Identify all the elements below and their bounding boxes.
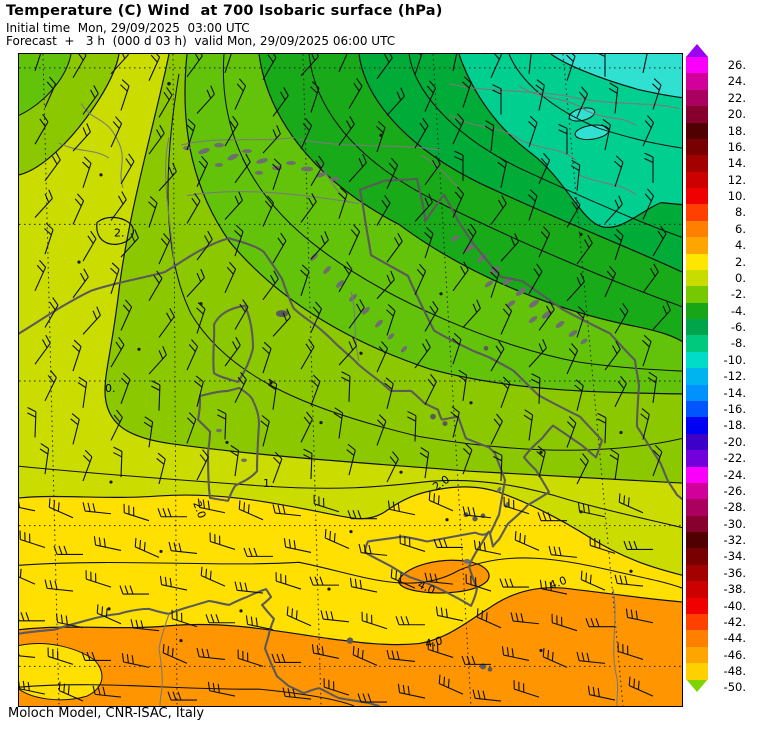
- colorbar-segment: [686, 138, 708, 156]
- colorbar-tick-label: 14.: [727, 156, 746, 171]
- colorbar-tick-label: -40.: [723, 598, 746, 613]
- colorbar-tick-label: -24.: [723, 467, 746, 482]
- contour-label: 4.0: [424, 634, 444, 650]
- colorbar-segment: [686, 286, 708, 304]
- colorbar-tick-label: 6.: [735, 221, 746, 236]
- colorbar-arrow-bottom: [686, 679, 708, 693]
- colorbar-segment: [686, 57, 708, 74]
- model-credit: Moloch Model, CNR-ISAC, Italy: [8, 706, 205, 721]
- colorbar-segment: [686, 466, 708, 484]
- colorbar-tick-label: -32.: [723, 533, 746, 548]
- colorbar-segment: [686, 433, 708, 451]
- colorbar-tick-label: 26.: [727, 58, 746, 72]
- colorbar-tick-label: 8.: [735, 205, 746, 220]
- colorbar-tick-label: -8.: [730, 336, 746, 351]
- colorbar-tick-label: -6.: [730, 320, 746, 335]
- contour-label: 2.0: [190, 499, 208, 520]
- colorbar-segment: [686, 253, 708, 271]
- colorbar-segment: [686, 400, 708, 418]
- contour-labels: 2.0.1. 2.02.04.0 4.04.0: [105, 226, 568, 650]
- colorbar-tick-label: 24.: [727, 74, 746, 89]
- colorbar-tick-label: -12.: [723, 369, 746, 384]
- colorbar-tick-label: -2.: [730, 287, 746, 302]
- coastlines: [19, 177, 682, 706]
- colorbar-segment: [686, 368, 708, 386]
- colorbar-segment: [686, 646, 708, 664]
- colorbar-segment: [686, 106, 708, 123]
- colorbar-segment: [686, 515, 708, 533]
- colorbar-tick-label: -38.: [723, 582, 746, 597]
- contour-label: 1.: [263, 477, 273, 490]
- colorbar-tick-label: -36.: [723, 565, 746, 580]
- borders-rivers: [58, 83, 680, 706]
- grid-dots: [77, 81, 633, 653]
- colorbar-tick-label: -22.: [723, 451, 746, 466]
- colorbar-segment: [686, 302, 708, 320]
- colorbar-tick-label: -10.: [723, 352, 746, 367]
- colorbar-tick-label: 16.: [727, 139, 746, 154]
- colorbar-segment: [686, 613, 708, 631]
- colorbar-tick-label: -46.: [723, 647, 746, 662]
- colorbar-tick-label: 22.: [727, 90, 746, 105]
- colorbar-segment: [686, 548, 708, 566]
- colorbar-tick-label: 18.: [727, 123, 746, 138]
- colorbar-segment: [686, 450, 708, 467]
- colorbar-tick-label: -50.: [723, 680, 746, 695]
- map-frame: 2. 0. 1. 2.0 2.0 4.0 4.0 4.0: [18, 53, 683, 707]
- colorbar-segment: [686, 597, 708, 615]
- colorbar-segment: [686, 319, 708, 336]
- colorbar-tick-label: -44.: [723, 631, 746, 646]
- colorbar-tick-label: -4.: [730, 303, 746, 318]
- contour-label: 2.: [114, 226, 124, 239]
- colorbar-tick-label: -34.: [723, 549, 746, 564]
- colorbar-tick-label: 12.: [727, 172, 746, 187]
- temperature-bands: [19, 54, 682, 706]
- colorbar-segment: [686, 482, 708, 500]
- colorbar-segment: [686, 499, 708, 517]
- terrain-marks: [183, 142, 588, 564]
- colorbar-arrow-top: [686, 44, 708, 57]
- colorbar-tick-label: 4.: [735, 238, 746, 253]
- colorbar-segment: [686, 220, 708, 238]
- colorbar-tick-label: -18.: [723, 418, 746, 433]
- colorbar-segment: [686, 122, 708, 140]
- colorbar-segment: [686, 204, 708, 222]
- colorbar-tick-label: -26.: [723, 483, 746, 498]
- colorbar-segment: [686, 237, 708, 255]
- colorbar-segment: [686, 269, 708, 287]
- colorbar-segment: [686, 73, 708, 91]
- colorbar-tick-label: 10.: [727, 189, 746, 204]
- colorbar-tick-label: -20.: [723, 434, 746, 449]
- colorbar-tick-label: -16.: [723, 401, 746, 416]
- colorbar-tick-label: -30.: [723, 516, 746, 531]
- colorbar-segment: [686, 581, 708, 599]
- colorbar-tick-label: 20.: [727, 107, 746, 122]
- colorbar-tick-label: 2.: [735, 254, 746, 269]
- colorbar-segment: [686, 89, 708, 107]
- colorbar-segment: [686, 335, 708, 353]
- colorbar-tick-label: -48.: [723, 664, 746, 679]
- initial-time-line: Initial time Mon, 29/09/2025 03:00 UTC: [6, 21, 250, 35]
- contour-label: 4.0: [548, 574, 569, 592]
- colorbar-segment: [686, 188, 708, 205]
- forecast-valid-line: Forecast + 3 h (000 d 03 h) valid Mon, 2…: [6, 34, 396, 48]
- contour-label: 0.: [105, 382, 115, 395]
- colorbar-segment: [686, 384, 708, 402]
- colorbar-tick-label: -42.: [723, 614, 746, 629]
- weather-map: 2.0.1. 2.02.04.0 4.04.0: [19, 54, 682, 706]
- colorbar-tick-label: -14.: [723, 385, 746, 400]
- page-title: Temperature (C) Wind at 700 Isobaric sur…: [6, 3, 443, 19]
- colorbar-segment: [686, 351, 708, 369]
- colorbar-segment: [686, 171, 708, 189]
- colorbar-segment: [686, 564, 708, 582]
- colorbar-tick-label: 0.: [735, 270, 746, 285]
- colorbar-segment: [686, 155, 708, 173]
- colorbar-segment: [686, 630, 708, 648]
- colorbar-segment: [686, 532, 708, 549]
- colorbar-tick-label: -28.: [723, 500, 746, 515]
- colorbar-segment: [686, 663, 708, 680]
- colorbar: 26. 24. 22. 20. 18. 16. 14. 12. 10. 8. 6. 4. 2. 0. -2.…: [686, 44, 760, 724]
- colorbar-segment: [686, 417, 708, 435]
